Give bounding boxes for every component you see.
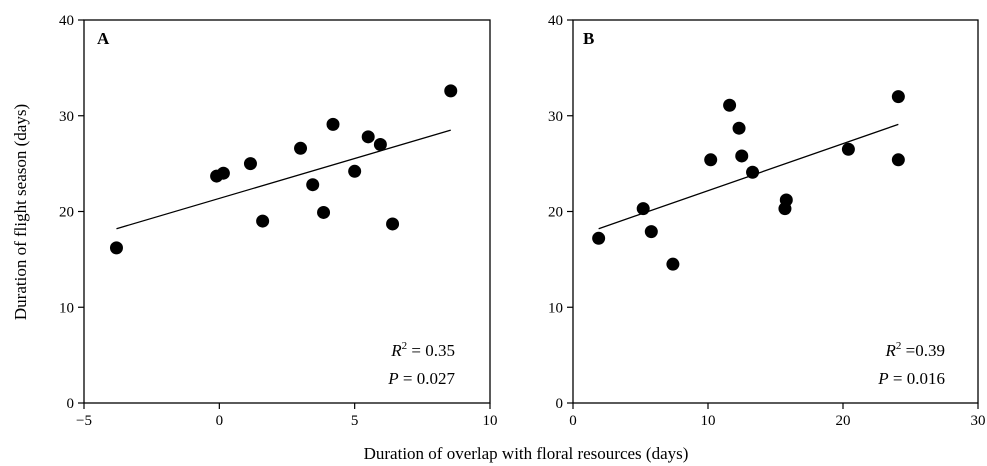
data-point — [779, 193, 793, 207]
data-point — [666, 257, 680, 271]
y-axis-label: Duration of flight season (days) — [11, 104, 30, 320]
data-point — [243, 157, 257, 171]
x-tick-label: 10 — [483, 413, 498, 429]
r-squared-value: = 0.35 — [407, 341, 455, 360]
data-point — [256, 214, 270, 228]
r-squared-annotation: R2 = 0.35 — [390, 340, 455, 360]
y-tick-label: 0 — [67, 396, 75, 412]
panel-b: 0 10 20 30 0 10 20 30 40 B R2 =0.39 P = 0.016 — [548, 13, 986, 429]
data-point — [841, 142, 855, 156]
data-point — [317, 205, 331, 219]
p-value: = 0.016 — [889, 369, 945, 388]
data-point — [891, 90, 905, 104]
p-value: = 0.027 — [399, 369, 456, 388]
y-tick-label: 30 — [59, 109, 74, 125]
data-point — [444, 84, 458, 98]
y-tick-label: 20 — [548, 205, 563, 221]
y-tick-label: 0 — [556, 396, 564, 412]
data-point — [636, 202, 650, 216]
r-squared-value: =0.39 — [901, 341, 945, 360]
x-axis-label: Duration of overlap with floral resource… — [364, 444, 689, 463]
r-squared-annotation: R2 =0.39 — [885, 340, 945, 360]
data-point — [326, 117, 340, 131]
data-point — [735, 149, 749, 163]
x-tick-label: −5 — [76, 413, 92, 429]
data-point — [373, 137, 387, 151]
data-point — [746, 165, 760, 179]
x-tick-label: 20 — [836, 413, 851, 429]
x-tick-label: 10 — [701, 413, 716, 429]
data-point — [109, 241, 123, 255]
p-value-annotation: P = 0.027 — [387, 369, 455, 388]
data-point — [891, 153, 905, 167]
p-value-annotation: P = 0.016 — [877, 369, 945, 388]
x-tick-label: 30 — [971, 413, 986, 429]
y-tick-label: 40 — [548, 13, 563, 29]
data-point — [361, 130, 375, 144]
x-tick-label: 5 — [351, 413, 359, 429]
data-point — [704, 153, 718, 167]
data-point — [386, 217, 400, 231]
r-superscript: 2 — [402, 340, 408, 352]
x-tick-label: 0 — [216, 413, 224, 429]
data-point — [306, 178, 320, 192]
data-point — [592, 231, 606, 245]
r-symbol: R — [885, 341, 897, 360]
regression-line — [116, 129, 451, 230]
panel-label: B — [583, 29, 594, 48]
data-point — [294, 141, 308, 155]
p-symbol: P — [877, 369, 888, 388]
y-tick-label: 30 — [548, 109, 563, 125]
data-point — [348, 164, 362, 178]
y-tick-label: 10 — [59, 300, 74, 316]
p-symbol: P — [387, 369, 398, 388]
y-tick-label: 10 — [548, 300, 563, 316]
r-superscript: 2 — [896, 340, 902, 352]
y-tick-label: 40 — [59, 13, 74, 29]
r-symbol: R — [390, 341, 402, 360]
data-point — [216, 166, 230, 180]
data-point — [644, 225, 658, 239]
panel-label: A — [97, 29, 110, 48]
x-tick-label: 0 — [569, 413, 577, 429]
data-point — [723, 98, 737, 112]
y-tick-label: 20 — [59, 205, 74, 221]
data-point — [732, 121, 746, 135]
